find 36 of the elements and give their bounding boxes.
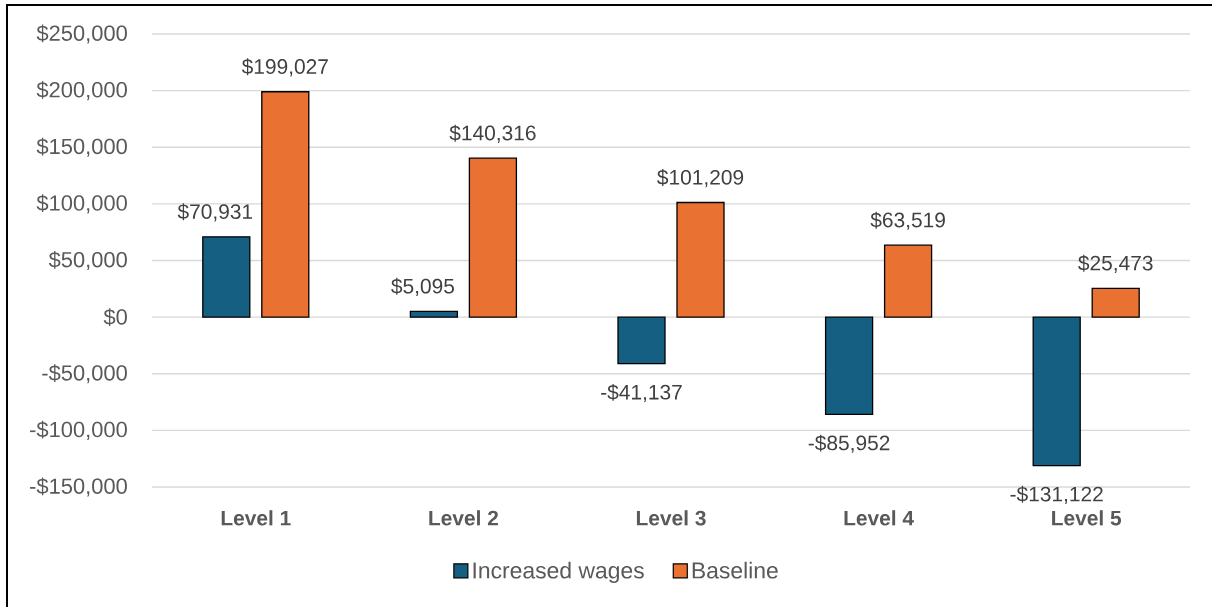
bar [824, 316, 874, 416]
y-tick-label: $200,000 [36, 81, 127, 101]
bar [409, 310, 459, 318]
bar [1091, 287, 1140, 318]
data-label: $25,473 [1078, 254, 1153, 273]
data-label: $199,027 [241, 58, 328, 77]
data-label: $140,316 [449, 124, 536, 143]
bar [261, 91, 310, 318]
bar [617, 316, 666, 365]
data-label: -$131,122 [1010, 485, 1103, 504]
y-tick-label: $0 [103, 308, 127, 326]
bar [202, 236, 251, 318]
y-tick-label: $250,000 [36, 24, 127, 44]
y-tick-label: $50,000 [48, 250, 127, 271]
data-label: -$85,952 [808, 434, 890, 453]
y-tick-label: $100,000 [36, 194, 127, 214]
x-tick-label: Level 2 [429, 510, 499, 526]
bar [468, 157, 518, 318]
x-tick-label: Level 5 [1052, 510, 1122, 526]
y-tick-label: -$50,000 [42, 364, 127, 384]
x-tick-label: Level 4 [844, 510, 914, 526]
y-tick-label: -$100,000 [30, 420, 127, 440]
x-tick-label: Level 1 [221, 510, 291, 526]
data-label: $101,209 [657, 169, 744, 188]
y-tick-label: -$150,000 [30, 477, 127, 497]
legend-label: Baseline [692, 561, 778, 579]
bar [1032, 316, 1081, 467]
bar [676, 201, 725, 318]
bar [883, 244, 933, 318]
y-tick-label: $150,000 [36, 137, 127, 157]
data-label: -$41,137 [601, 383, 682, 403]
x-tick-label: Level 3 [636, 510, 706, 526]
data-label: $5,095 [391, 277, 454, 297]
data-label: $70,931 [177, 203, 253, 222]
legend-label: Increased wages [473, 561, 644, 584]
data-label: $63,519 [870, 211, 945, 230]
